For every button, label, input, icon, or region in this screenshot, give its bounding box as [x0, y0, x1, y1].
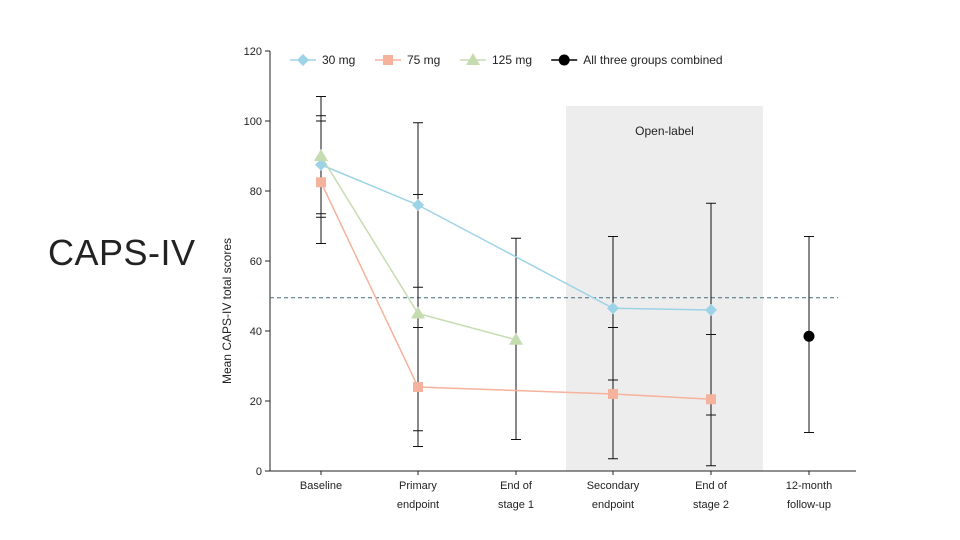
open-label-text: Open-label	[635, 124, 694, 138]
legend-label-125-mg: 125 mg	[492, 53, 532, 67]
point-30-mg	[705, 304, 717, 316]
legend-marker-all-three-groups-combined	[558, 54, 570, 66]
legend-label-30-mg: 30 mg	[322, 53, 355, 67]
point-75-mg	[316, 177, 326, 188]
point-75-mg	[608, 389, 618, 399]
y-tick-label: 60	[250, 256, 262, 268]
point-30-mg	[315, 158, 327, 171]
y-axis-label: Mean CAPS-IV total scores	[220, 238, 234, 384]
x-tick-label: End of stage 1	[498, 480, 534, 511]
point-125-mg	[509, 332, 523, 345]
y-tick-label: 0	[256, 466, 262, 478]
point-75-mg	[413, 382, 423, 392]
legend-label-all-three-groups-combined: All three groups combined	[583, 53, 722, 67]
y-tick-label: 100	[244, 116, 262, 128]
slide-title: CAPS-IV	[48, 232, 196, 273]
legend: 30 mg 75 mg 125 mg All three groups combine…	[290, 53, 723, 67]
series-line-75-mg	[320, 181, 712, 400]
point-30-mg	[607, 302, 619, 315]
x-tick-label: Secondary endpoint	[587, 480, 640, 511]
point-125-mg	[314, 149, 328, 161]
y-tick-label: 80	[250, 186, 262, 198]
y-tick-label: 120	[244, 46, 262, 58]
x-tick-label: Baseline	[300, 480, 342, 492]
legend-label-75-mg: 75 mg	[407, 53, 440, 67]
series-layer	[314, 96, 815, 467]
legend-marker-75-mg	[383, 55, 393, 65]
x-tick-label: Primary endpoint	[397, 480, 439, 511]
series-line-30-mg	[320, 164, 712, 311]
point-75-mg	[706, 394, 716, 405]
legend-marker-30-mg	[297, 54, 309, 66]
y-tick-label: 20	[250, 396, 262, 408]
x-tick-label: End of stage 2	[693, 480, 729, 511]
x-tick-label: 12-month follow-up	[786, 480, 832, 511]
legend-marker-125-mg	[466, 53, 480, 65]
y-tick-label: 40	[250, 326, 262, 338]
point-125-mg	[411, 306, 425, 319]
shade-layer	[566, 106, 763, 471]
point-all-three-groups-combined	[803, 330, 815, 342]
axes-layer: 0 20 40 60 80 100 120 Baseline Primary endpoint En…	[244, 46, 856, 511]
open-label-region	[566, 106, 763, 471]
point-30-mg	[412, 199, 424, 211]
